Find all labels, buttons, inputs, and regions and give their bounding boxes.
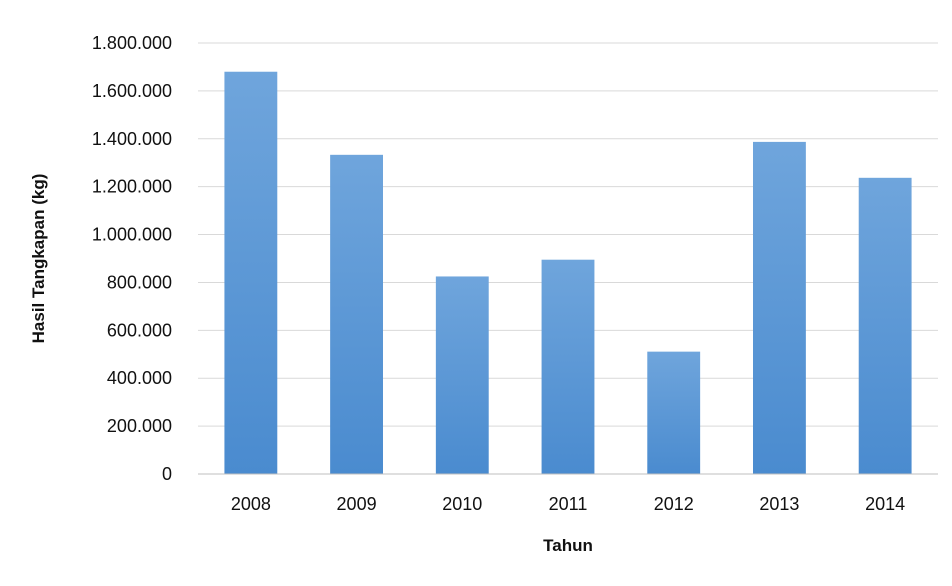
gridlines <box>198 42 938 427</box>
bar-2014 <box>858 177 912 474</box>
x-axis-ticks: 2008 2009 2010 2011 2012 2013 2014 <box>231 494 905 514</box>
y-tick-label: 1.400.000 <box>92 129 172 149</box>
x-tick-label: 2008 <box>231 494 271 514</box>
bar-2008 <box>224 71 278 474</box>
y-tick-label: 1.200.000 <box>92 177 172 197</box>
y-tick-label: 800.000 <box>107 272 172 292</box>
y-tick-label: 1.800.000 <box>92 33 172 53</box>
y-tick-label: 0 <box>162 464 172 484</box>
bar-2011 <box>541 259 595 474</box>
x-axis-title: Tahun <box>543 536 593 555</box>
y-tick-label: 1.000.000 <box>92 225 172 245</box>
x-tick-label: 2014 <box>865 494 905 514</box>
bars <box>224 71 912 474</box>
y-tick-label: 200.000 <box>107 416 172 436</box>
y-axis-title: Hasil Tangkapan (kg) <box>29 174 48 344</box>
y-tick-label: 600.000 <box>107 320 172 340</box>
bar-2012 <box>647 351 701 474</box>
bar-2009 <box>330 154 383 474</box>
x-tick-label: 2011 <box>549 494 588 514</box>
x-tick-label: 2013 <box>759 494 799 514</box>
x-tick-label: 2012 <box>654 494 694 514</box>
y-axis-ticks: 0 200.000 400.000 600.000 800.000 1.000.000 1.… <box>92 33 172 484</box>
y-tick-label: 400.000 <box>107 368 172 388</box>
y-tick-label: 1.600.000 <box>92 81 172 101</box>
x-tick-label: 2010 <box>442 494 482 514</box>
x-tick-label: 2009 <box>337 494 377 514</box>
bar-2013 <box>753 141 806 474</box>
bar-2010 <box>435 276 489 474</box>
